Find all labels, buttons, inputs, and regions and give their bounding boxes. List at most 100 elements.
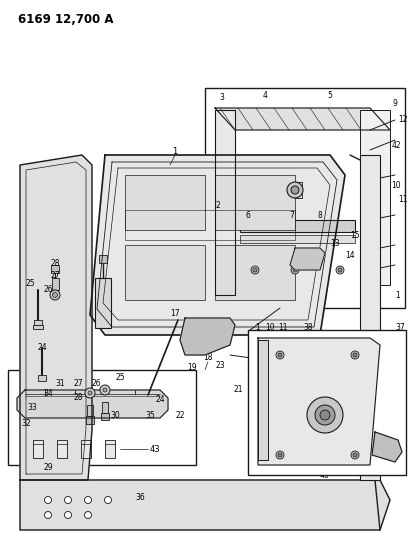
Circle shape xyxy=(275,451,283,459)
Polygon shape xyxy=(289,248,324,270)
Text: 26: 26 xyxy=(43,286,53,295)
Text: 9: 9 xyxy=(391,99,396,108)
Bar xyxy=(57,440,67,458)
Bar xyxy=(99,255,107,263)
Bar xyxy=(214,245,294,300)
Circle shape xyxy=(103,388,107,392)
Text: 26: 26 xyxy=(91,378,101,387)
Text: 29: 29 xyxy=(43,464,53,472)
Bar xyxy=(105,440,115,458)
Text: 41: 41 xyxy=(394,457,404,466)
Text: 25: 25 xyxy=(25,279,35,287)
Text: 11: 11 xyxy=(397,196,407,205)
Circle shape xyxy=(216,325,223,332)
Text: 1: 1 xyxy=(255,324,260,333)
Bar xyxy=(81,440,91,458)
Circle shape xyxy=(350,451,358,459)
Circle shape xyxy=(88,391,92,395)
Text: 13: 13 xyxy=(329,238,339,247)
Text: 16: 16 xyxy=(253,370,262,379)
Text: 7: 7 xyxy=(289,211,294,220)
Circle shape xyxy=(52,293,57,297)
Bar xyxy=(51,265,59,273)
Text: 36: 36 xyxy=(135,492,144,502)
Bar xyxy=(34,320,42,325)
Bar xyxy=(202,330,221,345)
Text: 22: 22 xyxy=(175,410,184,419)
Circle shape xyxy=(45,512,52,519)
Circle shape xyxy=(314,405,334,425)
Circle shape xyxy=(352,353,356,357)
Circle shape xyxy=(45,497,52,504)
Bar xyxy=(125,175,204,230)
Bar xyxy=(214,175,294,230)
Text: 34: 34 xyxy=(43,389,53,398)
Text: 2: 2 xyxy=(215,200,220,209)
Text: 1: 1 xyxy=(395,290,400,300)
Circle shape xyxy=(352,453,356,457)
Circle shape xyxy=(277,453,281,457)
Text: 42: 42 xyxy=(390,141,400,149)
Bar xyxy=(33,325,43,329)
Bar xyxy=(125,245,204,300)
Text: 24: 24 xyxy=(155,395,164,405)
Text: 5: 5 xyxy=(327,91,332,100)
Polygon shape xyxy=(20,155,92,480)
Text: 21: 21 xyxy=(233,385,242,394)
Bar xyxy=(101,413,109,420)
Circle shape xyxy=(290,186,298,194)
Circle shape xyxy=(84,497,91,504)
Text: 20: 20 xyxy=(253,358,262,367)
Text: 27: 27 xyxy=(50,271,60,279)
Bar xyxy=(287,182,301,198)
Text: 38: 38 xyxy=(302,324,312,333)
Circle shape xyxy=(188,342,195,349)
Text: 10: 10 xyxy=(390,181,400,190)
Bar xyxy=(239,235,354,243)
Text: 23: 23 xyxy=(215,360,224,369)
Polygon shape xyxy=(257,338,379,465)
Polygon shape xyxy=(214,108,389,130)
Text: 4: 4 xyxy=(262,91,267,100)
Bar xyxy=(33,440,43,458)
Circle shape xyxy=(350,351,358,359)
Circle shape xyxy=(277,353,281,357)
Text: 43: 43 xyxy=(149,446,160,455)
Bar xyxy=(239,220,354,232)
Text: 6: 6 xyxy=(245,211,250,220)
Text: 19: 19 xyxy=(187,364,196,373)
Text: 28: 28 xyxy=(73,392,83,401)
Text: 27: 27 xyxy=(73,378,83,387)
Text: 31: 31 xyxy=(55,378,65,387)
Text: 11: 11 xyxy=(278,324,287,333)
Text: 37: 37 xyxy=(394,324,404,333)
Polygon shape xyxy=(214,110,234,295)
Bar xyxy=(247,330,405,475)
Bar xyxy=(86,416,94,424)
Text: 17: 17 xyxy=(170,309,180,318)
Text: 33: 33 xyxy=(27,403,37,413)
Circle shape xyxy=(319,410,329,420)
Circle shape xyxy=(85,388,95,398)
Circle shape xyxy=(216,342,223,349)
Circle shape xyxy=(84,512,91,519)
Bar xyxy=(95,278,111,328)
Bar xyxy=(87,405,93,416)
Text: 32: 32 xyxy=(21,418,31,427)
Bar xyxy=(102,402,108,413)
Polygon shape xyxy=(90,155,344,335)
Text: 30: 30 xyxy=(110,410,119,419)
Circle shape xyxy=(252,268,256,272)
Circle shape xyxy=(275,351,283,359)
Bar xyxy=(52,278,59,290)
Circle shape xyxy=(337,268,341,272)
Text: 35: 35 xyxy=(145,410,155,419)
Polygon shape xyxy=(180,318,234,355)
Text: 10: 10 xyxy=(265,324,274,333)
Circle shape xyxy=(335,266,343,274)
Circle shape xyxy=(207,332,216,342)
Circle shape xyxy=(64,497,71,504)
Text: 14: 14 xyxy=(344,251,354,260)
Bar xyxy=(8,370,196,465)
Circle shape xyxy=(286,182,302,198)
